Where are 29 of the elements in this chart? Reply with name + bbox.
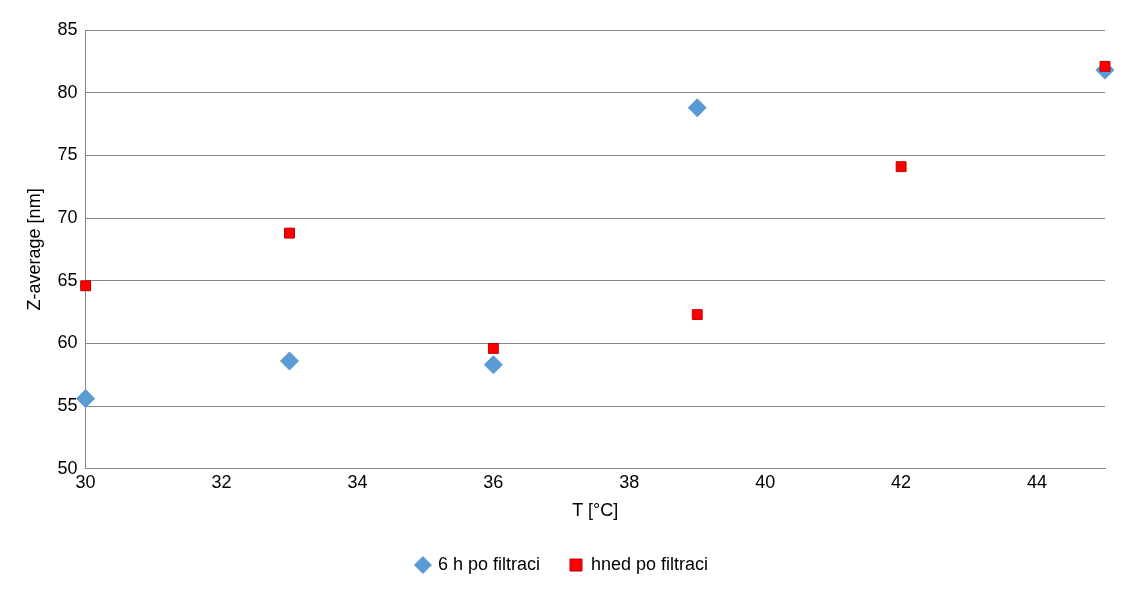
x-tick-label: 44 (1027, 471, 1048, 492)
y-tick-label: 70 (57, 207, 78, 228)
x-axis-title: T [°C] (572, 500, 619, 521)
x-tick-label: 34 (347, 471, 368, 492)
point (483, 355, 503, 375)
y-tick-label: 65 (57, 269, 78, 290)
x-tick-label: 32 (211, 471, 232, 492)
point (280, 351, 299, 371)
legend-label: 6 h po filtraci (437, 553, 540, 574)
y-axis-title: Z-average [nm] (23, 188, 44, 311)
y-tick-label: 55 (57, 395, 78, 416)
point (284, 227, 295, 239)
legend-label: hned po filtraci (590, 553, 709, 574)
x-tick-label: 38 (619, 471, 640, 492)
y-tick-label: 80 (57, 81, 78, 102)
x-tick-label: 30 (75, 471, 96, 492)
y-tick-label: 85 (57, 18, 78, 39)
x-tick-label: 36 (483, 471, 504, 492)
point (487, 342, 499, 354)
x-tick-label: 40 (755, 471, 776, 492)
point (895, 161, 907, 173)
point (76, 389, 96, 409)
point (687, 98, 707, 118)
y-tick-label: 60 (57, 332, 78, 353)
point (691, 309, 703, 321)
point (1099, 60, 1111, 72)
x-tick-label: 42 (891, 471, 912, 492)
y-tick-label: 75 (57, 144, 78, 165)
point (80, 280, 92, 292)
